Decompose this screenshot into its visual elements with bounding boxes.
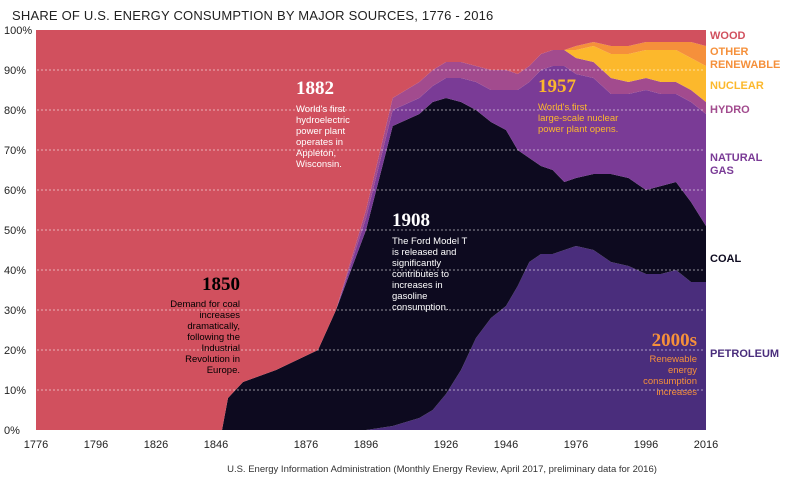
annotation-line: power plant (296, 126, 345, 137)
annotation-line: gasoline (392, 291, 427, 302)
legend-petroleum: PETROLEUM (710, 348, 779, 360)
area-hydro (36, 50, 706, 430)
annotation-year: 1850 (202, 274, 240, 295)
annotation-line: contributes to (392, 269, 449, 280)
y-tick-label: 10% (4, 385, 26, 397)
annotation-line: significantly (392, 258, 441, 269)
annotation-line: following the (187, 332, 240, 343)
legend-natural-gas: NATURAL (710, 152, 763, 164)
legend-wood: WOOD (710, 30, 745, 42)
legend-other-renewable: OTHER (710, 46, 749, 58)
annotation-line: Industrial (201, 343, 240, 354)
area-coal (36, 98, 706, 430)
y-tick-label: 20% (4, 345, 26, 357)
x-tick-label: 1976 (564, 439, 588, 451)
annotation-line: consumption (643, 376, 697, 387)
annotation-line: is released and (392, 247, 456, 258)
annotation-line: Renewable (649, 354, 697, 365)
annotation-line: hydroelectric (296, 115, 350, 126)
y-tick-label: 30% (4, 305, 26, 317)
annotation-1908: 1908 The Ford Model Tis released andsign… (392, 210, 468, 313)
x-tick-label: 1846 (204, 439, 228, 451)
annotation-line: World's first (296, 104, 346, 115)
y-tick-label: 80% (4, 105, 26, 117)
source-note: U.S. Energy Information Administration (… (227, 464, 657, 475)
x-tick-label: 1896 (354, 439, 378, 451)
x-tick-label: 1926 (434, 439, 458, 451)
x-tick-label: 1796 (84, 439, 108, 451)
annotation-2000s: 2000s Renewableenergyconsumptionincrease… (643, 330, 697, 398)
x-tick-label: 1996 (634, 439, 658, 451)
x-tick-label: 1826 (144, 439, 168, 451)
annotation-line: power plant opens. (538, 124, 618, 135)
x-tick-label: 1876 (294, 439, 318, 451)
annotation-year: 2000s (652, 330, 697, 351)
y-tick-label: 70% (4, 145, 26, 157)
annotation-line: large-scale nuclear (538, 113, 618, 124)
annotation-year: 1957 (538, 76, 577, 97)
area-wood (36, 30, 706, 430)
x-tick-label: 2016 (694, 439, 718, 451)
annotation-line: Revolution in (185, 354, 240, 365)
annotation-line: Demand for coal (170, 299, 240, 310)
annotation-1850: 1850 Demand for coalincreasesdramaticall… (170, 274, 240, 376)
stacked-areas (36, 30, 706, 430)
area-natural-gas (36, 66, 706, 430)
legend-coal: COAL (710, 253, 741, 265)
annotation-line: increases (656, 387, 697, 398)
legend-natural-gas: GAS (710, 165, 734, 177)
annotation-line: energy (668, 365, 697, 376)
y-axis-ticks: 0% 10% 20% 30% 40% 50% 60% 70% 80% 90% 100% (4, 25, 32, 437)
legend-hydro: HYDRO (710, 104, 750, 116)
y-tick-label: 60% (4, 185, 26, 197)
annotation-line: increases (199, 310, 240, 321)
annotation-line: World's first (538, 102, 588, 113)
gridlines (33, 69, 705, 391)
y-tick-label: 50% (4, 225, 26, 237)
y-tick-label: 100% (4, 25, 32, 37)
x-axis-ticks: 1776 1796 1826 1846 1876 1896 1926 1946 1976 1996… (24, 439, 718, 451)
chart-title: SHARE OF U.S. ENERGY CONSUMPTION BY MAJO… (12, 8, 494, 23)
annotation-text: Demand for coalincreasesdramatically,fol… (170, 299, 240, 376)
annotation-year: 1882 (296, 78, 334, 99)
y-tick-label: 0% (4, 425, 20, 437)
annotation-text: The Ford Model Tis released andsignifica… (392, 236, 468, 313)
x-tick-label: 1946 (494, 439, 518, 451)
area-petroleum (36, 246, 706, 430)
annotation-line: operates in (296, 137, 343, 148)
y-tick-label: 40% (4, 265, 26, 277)
legend-nuclear: NUCLEAR (710, 80, 764, 92)
legend-other-renewable: RENEWABLE (710, 59, 780, 71)
annotation-line: increases in (392, 280, 443, 291)
annotation-line: Europe. (207, 365, 240, 376)
annotation-line: Appleton, (296, 148, 336, 159)
annotation-year: 1908 (392, 210, 430, 231)
annotation-line: consumption. (392, 302, 449, 313)
annotation-line: The Ford Model T (392, 236, 468, 247)
x-tick-label: 1776 (24, 439, 48, 451)
y-tick-label: 90% (4, 65, 26, 77)
annotation-line: Wisconsin. (296, 159, 342, 170)
annotation-line: dramatically, (187, 321, 240, 332)
